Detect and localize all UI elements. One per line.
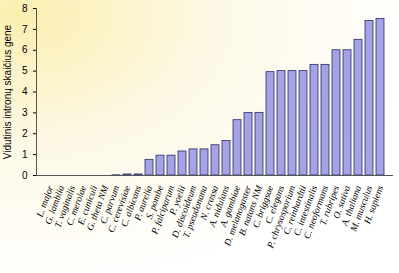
svg-text:A. nidulans: A. nidulans <box>207 184 232 229</box>
svg-text:0: 0 <box>22 170 28 181</box>
svg-text:S. pombe: S. pombe <box>143 184 166 221</box>
svg-text:C. parvum: C. parvum <box>98 184 122 226</box>
svg-text:C. briggsae: C. briggsae <box>250 184 276 230</box>
svg-text:T. pseudonana: T. pseudonana <box>180 184 210 240</box>
svg-text:H. sapiens: H. sapiens <box>362 184 386 226</box>
svg-text:Vidutinis intronų skaičius gen: Vidutinis intronų skaičius gene <box>2 24 13 159</box>
svg-text:6: 6 <box>22 44 28 55</box>
svg-text:L. major: L. major <box>34 184 56 219</box>
svg-text:O. sativa: O. sativa <box>331 184 353 220</box>
svg-text:B. natans NM: B. natans NM <box>236 184 265 237</box>
svg-text:P. yoelii: P. yoelii <box>167 184 188 217</box>
svg-text:4: 4 <box>22 86 28 97</box>
svg-text:C. elegans: C. elegans <box>263 184 287 226</box>
svg-text:P. falciparum: P. falciparum <box>149 184 177 236</box>
svg-text:P. aurelia: P. aurelia <box>132 184 155 222</box>
svg-text:2: 2 <box>22 128 28 139</box>
svg-text:8: 8 <box>22 3 28 14</box>
svg-text:T. rubripes: T. rubripes <box>317 184 342 227</box>
svg-text:3: 3 <box>22 107 28 118</box>
svg-text:1: 1 <box>22 149 28 160</box>
svg-text:D. melanogaster: D. melanogaster <box>222 184 254 248</box>
svg-text:7: 7 <box>22 24 28 35</box>
svg-text:P. chrysosporium: P. chrysosporium <box>265 184 298 250</box>
svg-text:A. gambiae: A. gambiae <box>218 184 243 229</box>
svg-text:5: 5 <box>22 65 28 76</box>
svg-text:C. albicans: C. albicans <box>119 184 144 229</box>
svg-text:D. discoideum: D. discoideum <box>170 184 199 240</box>
svg-text:C. reinhardtii: C. reinhardtii <box>281 184 309 236</box>
svg-text:C. neoformans: C. neoformans <box>301 184 331 241</box>
svg-text:C. intestinalis: C. intestinalis <box>291 184 320 238</box>
svg-text:G. lamblia: G. lamblia <box>42 184 67 226</box>
svg-text:M. musculus: M. musculus <box>348 184 375 233</box>
svg-text:E. cuniculi: E. cuniculi <box>75 184 100 227</box>
svg-text:G. theta NM: G. theta NM <box>84 184 111 232</box>
svg-text:T. vaginalis: T. vaginalis <box>52 184 78 230</box>
svg-text:C. cerevisiae: C. cerevisiae <box>106 184 133 234</box>
svg-text:N. crassa: N. crassa <box>198 184 221 222</box>
svg-text:A. thaliana: A. thaliana <box>339 184 364 228</box>
svg-text:C. merolae: C. merolae <box>64 184 89 227</box>
